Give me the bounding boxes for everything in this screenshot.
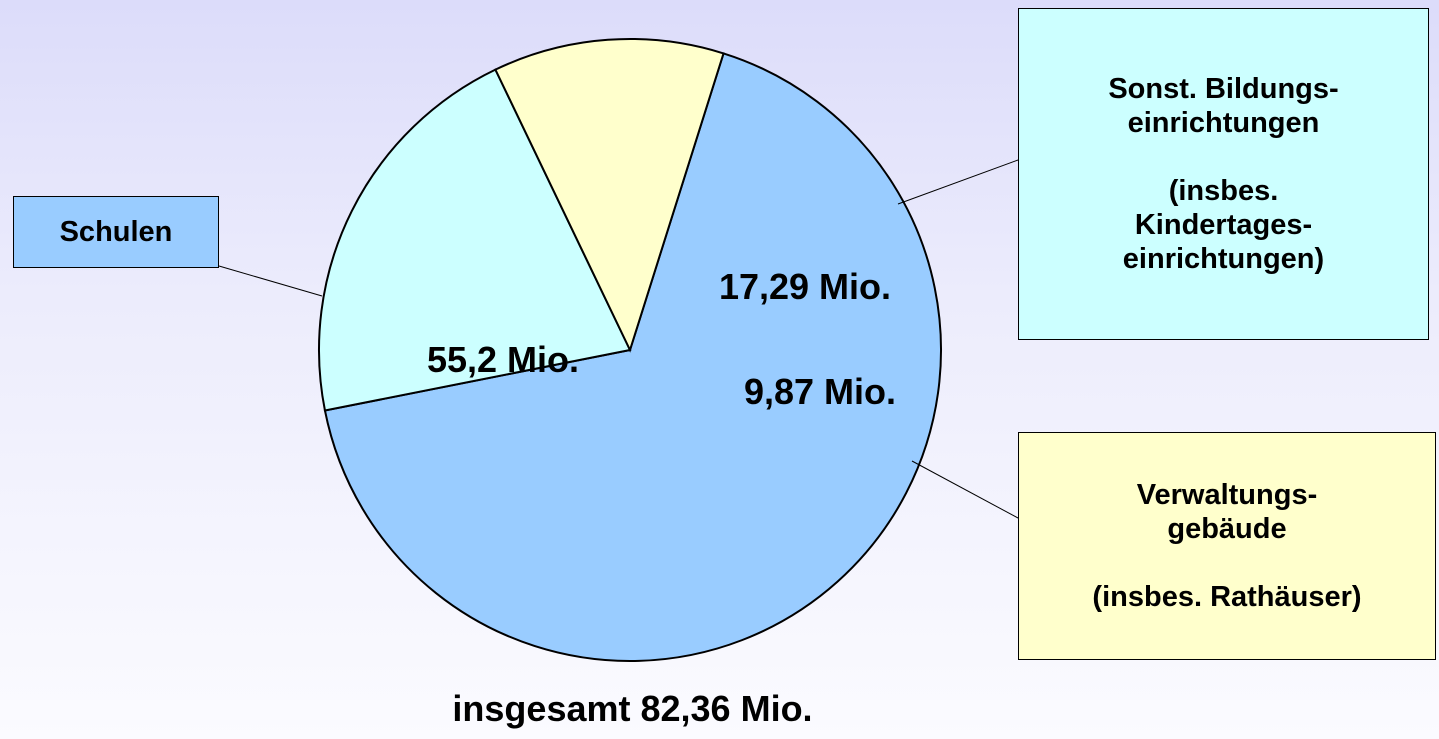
legend-box-schulen: Schulen <box>13 196 219 268</box>
pie-slice-bildungseinrichtungen <box>318 68 632 412</box>
legend-line: Kindertages- <box>1134 209 1313 241</box>
leader-line-verwaltungsgebaeude <box>911 460 1019 519</box>
value-label-bildungseinrichtungen: 17,29 Mio. <box>719 266 891 307</box>
legend-box-verwaltungsgebaeude: Verwaltungs-gebäude (insbes. Rathäuser) <box>1018 432 1436 660</box>
legend-line: Sonst. Bildungs- <box>1108 73 1339 105</box>
value-label-verwaltungsgebaeude: 9,87 Mio. <box>744 371 896 412</box>
legend-line: Verwaltungs- <box>1136 479 1318 511</box>
leader-line-bildungseinrichtungen <box>897 159 1019 205</box>
legend-box-bildungseinrichtungen: Sonst. Bildungs-einrichtungen (insbes. Kin… <box>1018 8 1429 340</box>
value-label-schulen: 55,2 Mio. <box>427 339 579 380</box>
total-label: insgesamt 82,36 Mio. <box>452 688 813 729</box>
legend-line: einrichtungen <box>1127 107 1320 139</box>
legend-line: Schulen <box>59 216 173 248</box>
legend-line: (insbes. <box>1168 175 1279 207</box>
pie-slice-verwaltungsgebaeude <box>494 38 725 353</box>
leader-line-schulen <box>218 265 323 297</box>
legend-line: (insbes. Rathäuser) <box>1092 581 1362 613</box>
pie-slice-schulen <box>323 52 942 662</box>
legend-line: einrichtungen) <box>1122 243 1325 275</box>
legend-line: gebäude <box>1167 513 1287 545</box>
